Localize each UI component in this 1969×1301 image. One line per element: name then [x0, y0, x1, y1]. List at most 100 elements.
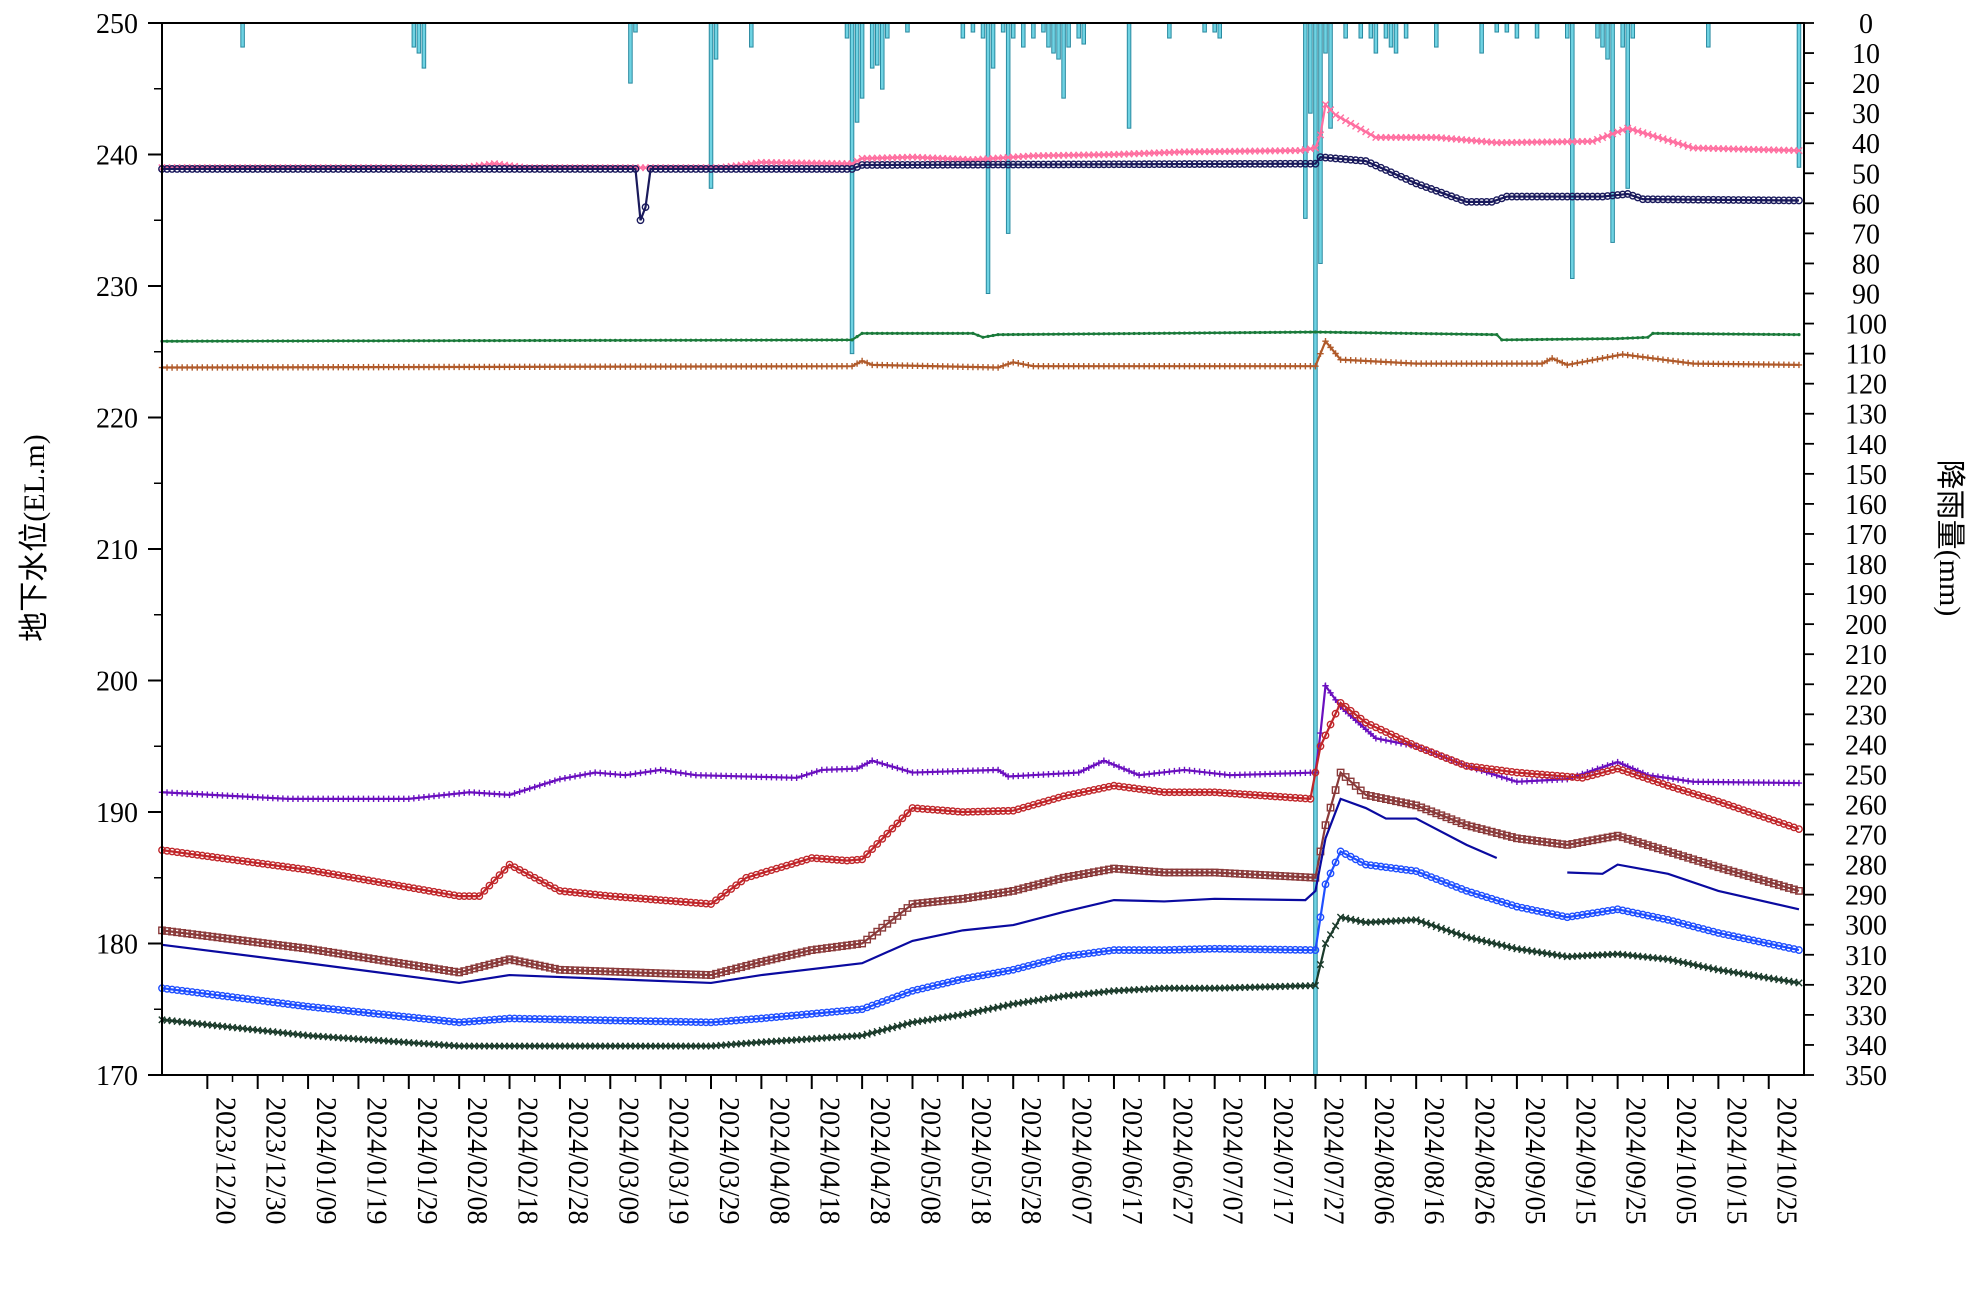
data-point — [702, 165, 710, 173]
data-point — [1656, 331, 1660, 335]
data-point — [641, 203, 650, 212]
data-point — [1059, 792, 1068, 801]
data-point — [888, 161, 897, 169]
data-point — [543, 338, 547, 343]
data-point — [376, 339, 381, 343]
data-point — [1341, 155, 1350, 164]
data-point — [618, 338, 622, 342]
data-point — [870, 331, 874, 335]
x-tick-label: 2024/08/16 — [1418, 1097, 1449, 1225]
data-point — [1674, 784, 1682, 793]
data-point — [1795, 946, 1803, 954]
data-point — [1714, 797, 1723, 806]
data-point — [808, 769, 815, 777]
data-point — [470, 892, 479, 901]
data-point — [354, 874, 363, 883]
data-point — [1729, 932, 1738, 941]
data-point — [787, 860, 796, 868]
data-point — [1009, 160, 1018, 169]
data-point — [502, 338, 507, 343]
data-point — [933, 981, 942, 989]
data-point — [1498, 773, 1505, 781]
data-point — [319, 165, 328, 173]
data-point — [1764, 196, 1773, 205]
data-point — [1094, 867, 1103, 876]
y-right-tick-label: 60 — [1852, 189, 1880, 220]
data-point — [1462, 762, 1471, 770]
data-point — [1659, 195, 1667, 204]
data-point — [1578, 838, 1587, 847]
data-point — [1316, 131, 1325, 139]
data-point — [271, 339, 275, 343]
data-point — [359, 1008, 368, 1017]
data-point — [500, 956, 509, 965]
data-point — [294, 864, 302, 873]
data-point — [309, 945, 317, 954]
data-point — [1530, 337, 1534, 342]
data-point — [1462, 887, 1471, 895]
data-point — [301, 339, 305, 343]
data-point — [1699, 195, 1708, 204]
rainfall-bar — [1046, 22, 1051, 48]
data-point — [586, 1016, 595, 1024]
data-point — [974, 892, 982, 901]
data-point — [671, 1017, 680, 1026]
data-point — [430, 165, 438, 173]
data-point — [462, 339, 466, 343]
data-point — [769, 338, 774, 342]
data-point — [994, 968, 1003, 977]
data-point — [974, 972, 982, 981]
data-point — [1664, 781, 1672, 790]
data-point — [1271, 792, 1280, 801]
data-point — [1545, 337, 1549, 341]
data-point — [953, 160, 962, 169]
data-point — [550, 165, 559, 173]
data-point — [779, 338, 784, 342]
data-point — [873, 161, 882, 169]
data-point — [747, 960, 756, 969]
data-point — [1296, 159, 1305, 168]
data-point — [420, 1014, 428, 1023]
data-point — [168, 985, 176, 994]
data-point — [813, 768, 820, 775]
data-point — [1140, 785, 1149, 794]
data-point — [994, 807, 1003, 815]
data-point — [1392, 797, 1400, 806]
data-point — [1362, 128, 1370, 136]
data-point — [1110, 761, 1118, 769]
data-point — [1467, 888, 1476, 897]
data-point — [1322, 338, 1329, 345]
data-point — [168, 165, 176, 173]
rainfall-bar — [1388, 22, 1394, 48]
x-tick-label: 2024/06/17 — [1116, 1097, 1147, 1225]
data-point — [802, 947, 811, 956]
data-point — [1387, 738, 1395, 745]
data-point — [1044, 796, 1053, 805]
data-point — [727, 165, 736, 173]
data-point — [1100, 757, 1108, 764]
data-point — [1492, 829, 1501, 837]
data-point — [1115, 865, 1123, 873]
data-point — [1135, 946, 1144, 954]
series-line — [161, 682, 1799, 800]
data-point — [1528, 192, 1536, 201]
data-point — [626, 968, 635, 977]
data-point — [1429, 332, 1433, 336]
data-point — [1127, 331, 1131, 336]
data-point — [511, 790, 518, 797]
data-point — [467, 339, 471, 343]
data-point — [1589, 356, 1596, 364]
data-point — [1084, 869, 1093, 878]
y-axis-left-title: 地下水位(EL.m) — [18, 434, 51, 641]
y-left-tick-label: 190 — [96, 798, 138, 829]
data-point — [1074, 789, 1083, 797]
data-point — [888, 915, 897, 924]
data-point — [1714, 929, 1723, 937]
data-point — [661, 896, 670, 905]
data-point — [1182, 331, 1187, 335]
data-point — [1175, 868, 1184, 877]
data-point — [1631, 336, 1635, 340]
data-point — [621, 1016, 630, 1025]
data-point — [1301, 873, 1310, 882]
rainfall-bar — [1056, 22, 1061, 60]
